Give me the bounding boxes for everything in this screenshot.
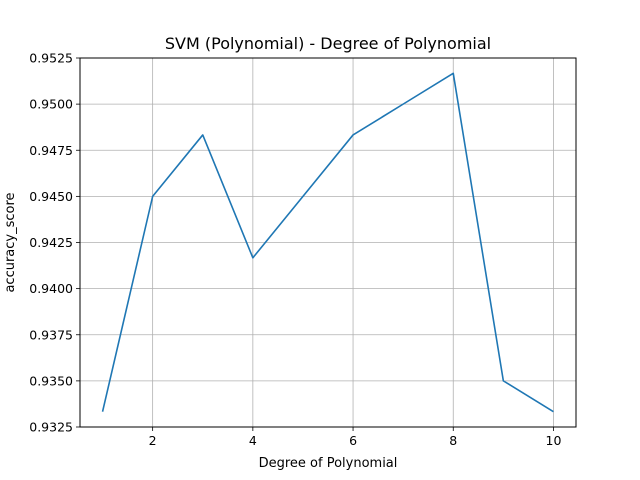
- x-tick-label: 4: [249, 433, 257, 448]
- y-tick-label: 0.9375: [29, 327, 73, 342]
- x-tick-label: 8: [449, 433, 457, 448]
- y-axis-ticks: 0.9325 0.9350 0.9375 0.9400 0.9425 0.9450 0.94…: [29, 51, 80, 435]
- x-tick-label: 2: [149, 433, 157, 448]
- y-tick-label: 0.9350: [29, 373, 73, 388]
- y-axis-label: accuracy_score: [3, 192, 18, 292]
- y-tick-label: 0.9325: [29, 420, 73, 435]
- x-tick-label: 6: [349, 433, 357, 448]
- y-tick-label: 0.9500: [29, 97, 73, 112]
- y-tick-label: 0.9425: [29, 235, 73, 250]
- series-layer: [101, 72, 554, 413]
- y-tick-label: 0.9450: [29, 189, 73, 204]
- y-tick-label: 0.9525: [29, 51, 73, 66]
- x-axis-label: Degree of Polynomial: [259, 456, 398, 471]
- x-axis-ticks: 2 4 6 8 10: [149, 427, 562, 448]
- x-tick-label: 10: [546, 433, 562, 448]
- y-tick-label: 0.9400: [29, 281, 73, 296]
- y-tick-label: 0.9475: [29, 143, 73, 158]
- chart-title: SVM (Polynomial) - Degree of Polynomial: [165, 34, 491, 53]
- series-line: [101, 72, 554, 413]
